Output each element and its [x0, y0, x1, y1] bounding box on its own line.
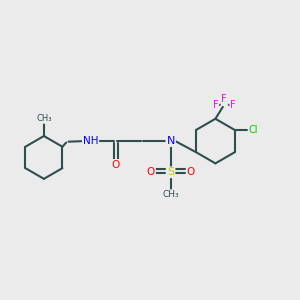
Text: O: O [187, 167, 195, 177]
Text: CH₃: CH₃ [36, 114, 52, 123]
Text: Cl: Cl [249, 125, 258, 135]
Text: F: F [213, 100, 218, 110]
Text: NH: NH [83, 136, 98, 146]
Text: O: O [147, 167, 155, 177]
Text: N: N [167, 136, 175, 146]
Text: CH₃: CH₃ [163, 190, 179, 199]
Text: S: S [167, 167, 174, 177]
Text: O: O [112, 160, 120, 170]
Text: F: F [221, 94, 227, 104]
Text: F: F [230, 100, 236, 110]
